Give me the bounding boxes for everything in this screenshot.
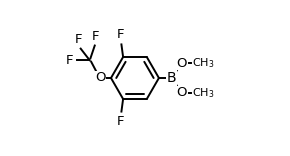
Text: F: F <box>66 54 74 67</box>
Text: O: O <box>176 86 187 99</box>
Text: O: O <box>176 57 187 70</box>
Text: B: B <box>167 71 176 85</box>
Text: F: F <box>117 115 124 128</box>
Text: O: O <box>95 71 106 85</box>
Text: F: F <box>92 30 99 43</box>
Text: F: F <box>117 28 124 41</box>
Text: CH$_3$: CH$_3$ <box>192 86 215 100</box>
Text: F: F <box>74 33 82 46</box>
Text: CH$_3$: CH$_3$ <box>192 56 215 70</box>
